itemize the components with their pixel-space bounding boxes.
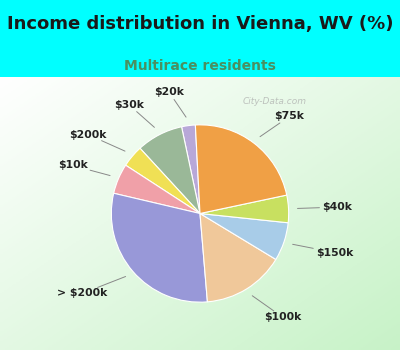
Text: Multirace residents: Multirace residents: [124, 59, 276, 73]
Text: $30k: $30k: [114, 100, 154, 127]
Text: $200k: $200k: [69, 130, 125, 151]
Wedge shape: [114, 165, 200, 214]
Text: Income distribution in Vienna, WV (%): Income distribution in Vienna, WV (%): [7, 15, 393, 33]
Text: $10k: $10k: [58, 161, 110, 176]
Text: City-Data.com: City-Data.com: [242, 97, 306, 106]
Wedge shape: [111, 193, 208, 302]
Text: $75k: $75k: [260, 111, 304, 136]
Wedge shape: [200, 214, 276, 302]
Wedge shape: [140, 127, 200, 214]
Text: > $200k: > $200k: [57, 276, 126, 299]
Wedge shape: [182, 125, 200, 214]
Text: $20k: $20k: [154, 87, 186, 117]
Wedge shape: [195, 125, 287, 214]
Text: $150k: $150k: [293, 244, 353, 258]
Wedge shape: [200, 195, 289, 223]
Wedge shape: [200, 214, 288, 259]
Text: $40k: $40k: [298, 202, 352, 212]
Wedge shape: [126, 148, 200, 214]
Text: $100k: $100k: [252, 296, 302, 322]
